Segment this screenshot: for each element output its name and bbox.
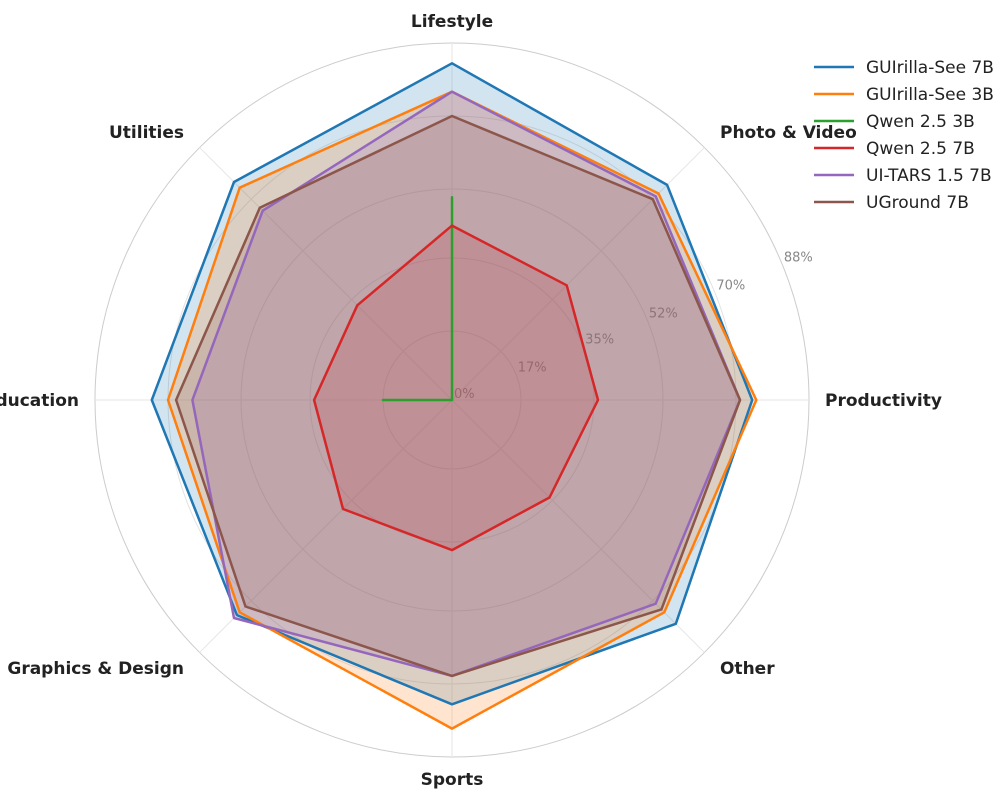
tick-label: 17% (518, 361, 547, 376)
legend-label: Qwen 2.5 3B (866, 112, 975, 132)
category-label: Productivity (825, 391, 942, 411)
series-area-uground-7b (176, 116, 741, 676)
category-label: Utilities (109, 123, 184, 143)
legend-label: Qwen 2.5 7B (866, 139, 975, 159)
legend-label: UI-TARS 1.5 7B (866, 166, 992, 186)
spoke-line (199, 147, 453, 401)
category-label: Education (0, 391, 79, 411)
tick-label: 0% (454, 387, 475, 402)
tick-label: 88% (784, 250, 813, 265)
spoke-line (451, 399, 705, 653)
series-line-guirilla-see-3b (166, 90, 758, 730)
category-axis-labels: Productivity Photo & Video Lifestyle Utilit… (0, 12, 942, 790)
tick-label: 70% (716, 278, 745, 293)
legend-label: GUIrilla-See 7B (866, 58, 994, 78)
category-label: Sports (421, 770, 484, 790)
series-line-qwen-2-5-3b (381, 195, 454, 402)
series-area-ui-tars-1-5-7b (192, 91, 740, 676)
category-label: Other (720, 659, 775, 679)
series-line-qwen-2-5-7b (312, 224, 600, 552)
category-label: Lifestyle (411, 12, 493, 32)
radar-series (150, 62, 758, 730)
tick-label: 52% (649, 306, 678, 321)
series-area-qwen-2-5-7b (314, 225, 598, 551)
radar-grid (94, 42, 810, 758)
spoke-line (451, 147, 705, 401)
series-fills (151, 63, 757, 729)
category-label: Graphics & Design (7, 659, 184, 679)
series-line-ui-tars-1-5-7b (191, 90, 742, 678)
legend-label: GUIrilla-See 3B (866, 85, 994, 105)
legend-label: UGround 7B (866, 193, 969, 213)
series-lines (150, 62, 758, 730)
legend: GUIrilla-See 7B GUIrilla-See 3B Qwen 2.5 3… (814, 58, 994, 213)
radial-tick-labels: 0% 17% 35% 52% 70% 88% (454, 250, 813, 402)
tick-label: 35% (585, 333, 614, 348)
category-label: Photo & Video (720, 123, 857, 143)
series-line-uground-7b (174, 114, 742, 678)
spoke-line (199, 399, 453, 653)
series-line-guirilla-see-7b (150, 62, 754, 706)
series-area-guirilla-see-3b (168, 91, 757, 729)
